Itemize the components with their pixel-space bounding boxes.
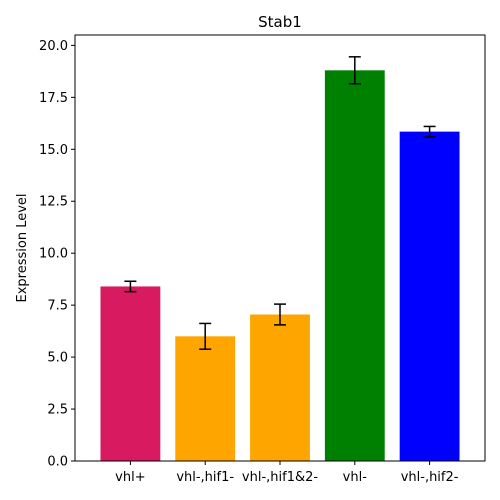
plot-frame: [74, 34, 486, 462]
bar-0: [100, 286, 161, 461]
y-tick-label-6: 15.0: [39, 143, 68, 158]
x-tick-label-3: vhl-: [343, 470, 368, 485]
error-bars-layer: [124, 56, 436, 350]
y-axis: 0.0 2.5 5.0 7.5 10.0 12.5 15.0 17.5 20.0: [39, 39, 75, 470]
y-tick-label-4: 10.0: [39, 247, 68, 262]
x-tick-label-0: vhl+: [115, 470, 145, 485]
bar-1: [175, 336, 236, 461]
x-tick-label-1: vhl-,hif1-: [176, 470, 234, 485]
x-axis: vhl+ vhl-,hif1- vhl-,hif1&2- vhl-vhl-,hif2-: [115, 461, 459, 485]
x-tick-label-4: vhl-,hif2-: [401, 470, 459, 485]
y-tick-label-8: 20.0: [39, 39, 68, 54]
y-tick-label-7: 17.5: [39, 91, 68, 106]
bar-4: [399, 131, 460, 461]
y-tick-label-2: 5.0: [47, 351, 68, 366]
y-tick-label-5: 12.5: [39, 195, 68, 210]
y-tick-label-0: 0.0: [47, 455, 68, 470]
bar-3: [324, 70, 385, 461]
bar-2: [250, 314, 310, 461]
bars-layer: [100, 70, 460, 461]
y-axis-title: Expression Level: [15, 193, 30, 302]
y-tick-label-3: 7.5: [47, 299, 68, 314]
y-tick-label-1: 2.5: [47, 403, 68, 418]
chart-title: Stab1: [258, 13, 302, 31]
x-tick-label-2: vhl-,hif1&2-: [242, 470, 318, 485]
